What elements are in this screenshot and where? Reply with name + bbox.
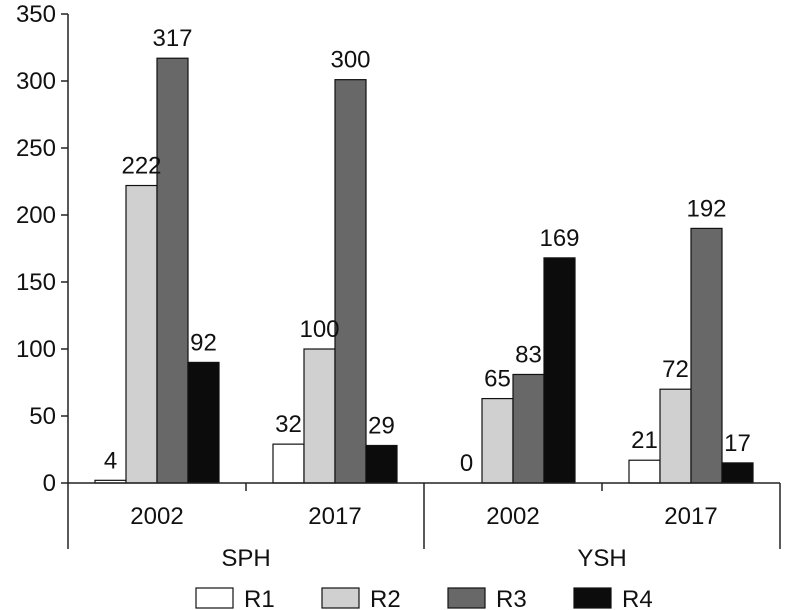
bar-r2-ysh-2002 [481,397,514,484]
data-label: 100 [299,316,339,343]
data-label: 29 [368,412,395,439]
bar-r2-sph-2017 [303,348,336,484]
legend-label-r3: R3 [496,586,527,610]
y-tick-label: 0 [43,470,56,497]
y-tick-label: 300 [16,68,56,95]
x-tick-label: 2002 [486,503,539,530]
x-axis: 2002 2017 2002 2017 SPH YSH [67,482,781,572]
y-tick-label: 250 [16,135,56,162]
data-label: 83 [515,341,542,368]
data-label: 65 [484,366,511,393]
bar-r4-sph-2002 [187,361,220,484]
data-label: 317 [152,25,192,52]
bar-r1-ysh-2017 [628,459,661,484]
data-label: 4 [104,447,117,474]
data-label: 72 [662,356,689,383]
x-tick-label: 2017 [308,503,361,530]
data-label: 169 [539,225,579,252]
legend-swatch-r1 [195,587,234,609]
bar-r3-ysh-2017 [690,227,723,484]
legend-swatch-r2 [321,587,360,609]
data-label: 0 [460,450,473,477]
bar-r1-sph-2017 [272,443,305,484]
legend-label-r1: R1 [244,586,275,610]
legend-swatch-r4 [573,587,612,609]
data-label: 300 [330,47,370,74]
y-tick-label: 50 [29,403,56,430]
y-tick-label: 200 [16,202,56,229]
x-tick-label: 2002 [130,503,183,530]
bar-r3-sph-2017 [334,79,367,484]
bars [94,57,754,484]
data-label: 92 [190,329,217,356]
y-tick-label: 350 [16,1,56,28]
bar-r2-sph-2002 [125,184,158,484]
legend: R1 R2 R3 R4 [195,586,653,610]
y-tick-label: 150 [16,269,56,296]
y-tick-label: 100 [16,336,56,363]
data-label: 192 [686,195,726,222]
group-label: YSH [577,545,626,572]
data-label: 32 [275,411,302,438]
x-tick-label: 2017 [664,503,717,530]
legend-swatch-r3 [447,587,486,609]
legend-label-r2: R2 [370,586,401,610]
data-label: 17 [724,430,751,457]
bar-r4-sph-2017 [365,444,398,484]
legend-label-r4: R4 [622,586,653,610]
y-axis: 0 50 100 150 200 250 300 350 [16,1,69,497]
bar-r4-ysh-2002 [543,257,576,484]
bar-r4-ysh-2017 [721,462,754,484]
bar-r3-sph-2002 [156,57,189,484]
group-label: SPH [221,545,270,572]
data-label: 222 [121,153,161,180]
bar-r3-ysh-2002 [512,373,545,484]
bar-r2-ysh-2017 [659,388,692,484]
data-label: 21 [631,427,658,454]
